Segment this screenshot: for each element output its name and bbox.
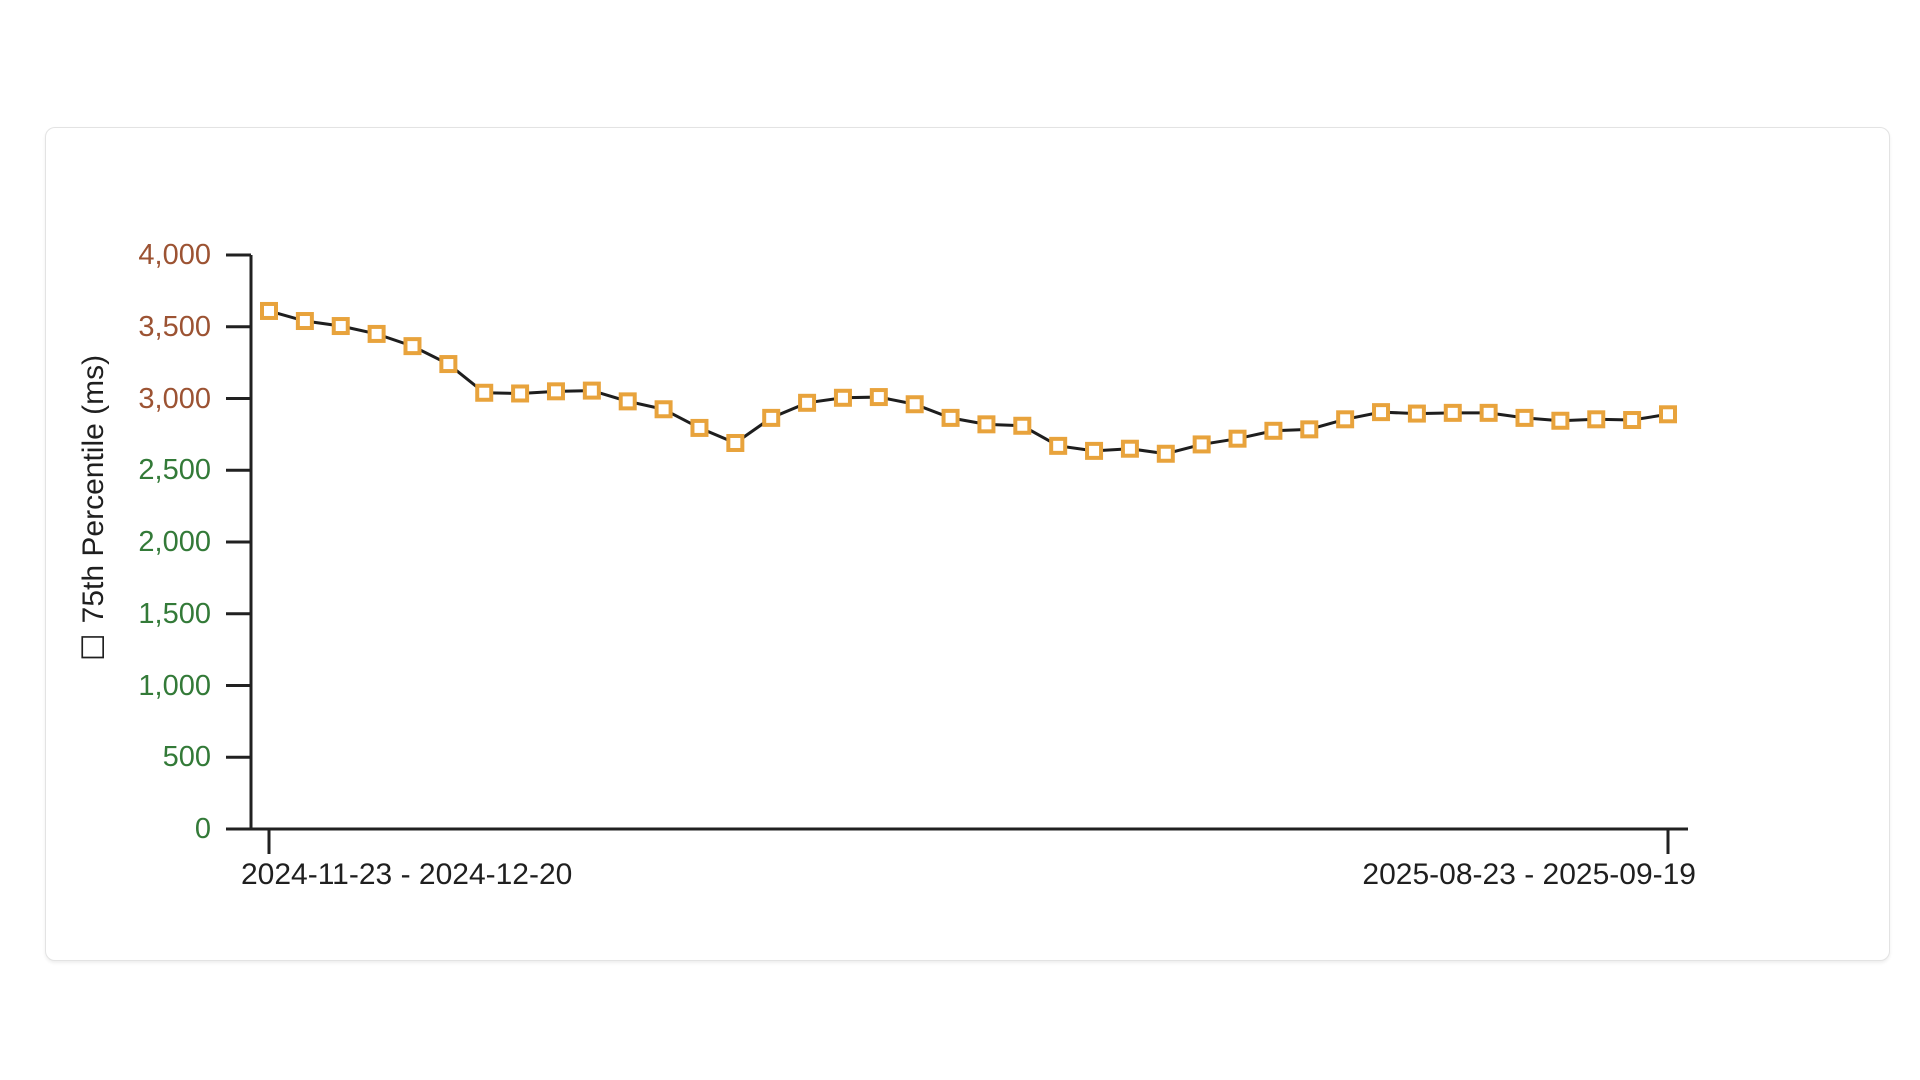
y-tick-label: 1,000: [138, 669, 211, 702]
data-point[interactable]: [1551, 411, 1570, 430]
data-point[interactable]: [1192, 435, 1211, 454]
data-point[interactable]: [331, 317, 350, 336]
y-tick-label: 500: [162, 741, 211, 774]
data-point[interactable]: [941, 408, 960, 427]
data-point[interactable]: [654, 400, 673, 419]
data-point[interactable]: [1336, 410, 1355, 429]
data-point[interactable]: [1085, 441, 1104, 460]
y-tick-label: 3,000: [138, 382, 211, 415]
data-point[interactable]: [1013, 416, 1032, 435]
x-axis-label-first: 2024-11-23 - 2024-12-20: [241, 858, 573, 891]
data-point[interactable]: [726, 433, 745, 452]
data-point[interactable]: [403, 337, 422, 356]
data-point[interactable]: [618, 392, 637, 411]
data-point[interactable]: [1479, 403, 1498, 422]
y-tick-label: 1,500: [138, 597, 211, 630]
data-point[interactable]: [869, 388, 888, 407]
data-point[interactable]: [1659, 405, 1677, 424]
data-point[interactable]: [295, 312, 314, 331]
data-point[interactable]: [546, 382, 565, 401]
data-point[interactable]: [1228, 429, 1247, 448]
data-point[interactable]: [1407, 404, 1426, 423]
data-point[interactable]: [475, 383, 494, 402]
data-point[interactable]: [367, 324, 386, 343]
y-tick-label: 3,500: [138, 310, 211, 343]
data-point[interactable]: [1443, 403, 1462, 422]
data-point[interactable]: [1264, 421, 1283, 440]
data-point[interactable]: [582, 381, 601, 400]
data-point[interactable]: [439, 355, 458, 374]
chart-card: ☐75th Percentile (ms) 0 500 1,000 1,500 2,00…: [45, 127, 1890, 961]
y-tick-label: 2,500: [138, 454, 211, 487]
series-line: [268, 309, 1669, 456]
data-point[interactable]: [1049, 436, 1068, 455]
data-point[interactable]: [511, 384, 530, 403]
data-point[interactable]: [1623, 411, 1642, 430]
y-tick-label: 4,000: [138, 239, 211, 271]
data-point[interactable]: [1587, 410, 1606, 429]
data-point[interactable]: [260, 301, 278, 320]
data-point[interactable]: [833, 388, 852, 407]
data-point[interactable]: [977, 415, 996, 434]
x-axis-label-last: 2025-08-23 - 2025-09-19: [1362, 858, 1696, 891]
data-point[interactable]: [1120, 439, 1139, 458]
data-point[interactable]: [762, 408, 781, 427]
data-point[interactable]: [798, 393, 817, 412]
line-chart: [226, 253, 1688, 854]
y-tick-label: 0: [194, 813, 211, 845]
data-point[interactable]: [1300, 420, 1319, 439]
y-tick-label: 2,000: [138, 526, 211, 558]
data-point[interactable]: [905, 395, 924, 414]
data-point[interactable]: [690, 418, 709, 437]
data-point[interactable]: [1156, 444, 1175, 463]
data-point[interactable]: [1372, 403, 1391, 422]
data-point[interactable]: [1515, 408, 1534, 427]
